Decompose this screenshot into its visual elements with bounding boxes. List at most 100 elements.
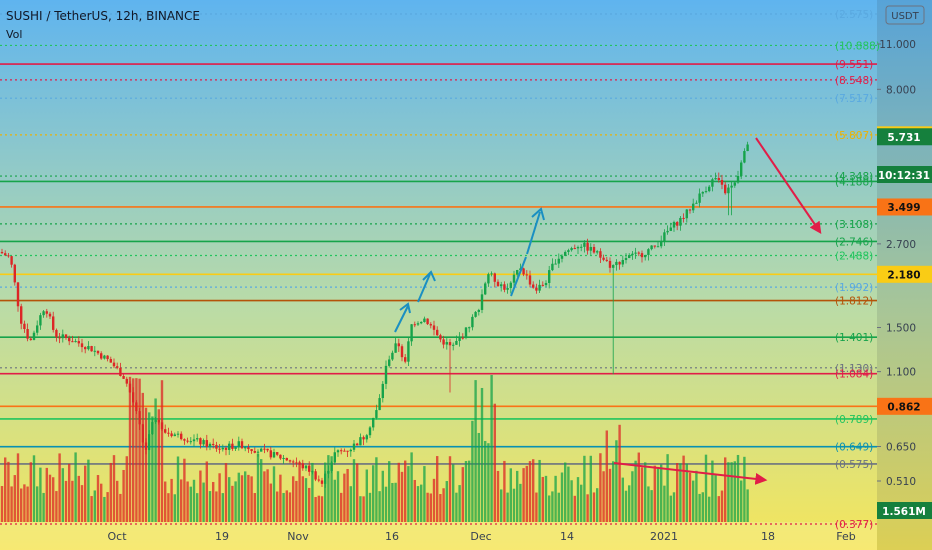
candle-body: [464, 327, 468, 339]
volume-bar: [96, 475, 100, 522]
candle-body: [157, 419, 160, 423]
volume-bar: [628, 485, 631, 522]
candle-body: [480, 294, 484, 310]
candle-body: [330, 462, 333, 471]
volume-bar: [692, 480, 695, 522]
red-down-arrow: [755, 137, 822, 234]
volume-bar: [7, 461, 10, 522]
volume-bar: [538, 459, 541, 522]
candle-body: [743, 151, 746, 163]
red-volume-arrow: [613, 462, 768, 485]
candle-body: [100, 353, 103, 359]
volume-bar: [135, 378, 138, 522]
volume-bar: [679, 463, 682, 522]
currency-badge[interactable]: USDT: [885, 5, 925, 25]
candle-body: [292, 461, 295, 463]
volume-bar: [624, 490, 628, 522]
candle-body: [631, 253, 634, 256]
volume-bar: [541, 476, 544, 522]
volume-bar: [231, 485, 234, 522]
candle-body: [42, 311, 45, 316]
volume-bar: [192, 479, 196, 522]
candle-body: [381, 383, 384, 399]
candle-body: [461, 337, 464, 339]
volume-bar: [471, 420, 474, 522]
candle-body: [189, 441, 192, 443]
candle-body: [592, 246, 596, 253]
volume-bar: [4, 457, 7, 522]
symbol-title: SUSHI / TetherUS, 12h, BINANCE: [6, 9, 200, 23]
candle-body: [567, 250, 570, 252]
time-tick-label: 14: [560, 530, 574, 543]
candle-body: [135, 402, 138, 412]
candle-body: [576, 246, 580, 249]
candle-body: [173, 434, 176, 437]
candle-body: [397, 343, 400, 347]
volume-bar: [26, 486, 29, 522]
candle-body: [580, 246, 583, 248]
volume-bar: [327, 455, 330, 522]
candle-body: [253, 451, 256, 453]
candle-body: [39, 315, 42, 326]
price-badge: [877, 198, 932, 216]
candle-body: [346, 450, 349, 452]
volume-bar: [148, 412, 151, 522]
volume-bar: [500, 489, 503, 522]
candle-body: [48, 313, 52, 317]
candle-body: [327, 470, 330, 474]
volume-bar: [266, 469, 269, 522]
candle-body: [512, 274, 516, 283]
volume-bar: [564, 462, 567, 522]
price-badge: [877, 397, 932, 415]
candle-body: [90, 346, 93, 352]
volume-bar: [688, 472, 692, 522]
volume-bar: [311, 462, 314, 522]
candle-body: [624, 258, 628, 261]
volume-bar: [250, 476, 253, 522]
volume-bar: [154, 398, 157, 522]
candle-body: [388, 359, 391, 366]
volume-badge: 1.561M: [877, 502, 932, 519]
candle-body: [263, 448, 266, 450]
volume-bar: [458, 485, 461, 522]
volume-bar: [557, 492, 560, 522]
price-tick-label: 2.700: [886, 239, 916, 251]
volume-bar: [29, 462, 32, 522]
candle-body: [311, 471, 314, 473]
candle-body: [279, 454, 282, 459]
candle-body: [442, 339, 445, 345]
candle-body: [74, 341, 77, 343]
candle-body: [0, 251, 4, 254]
candle-body: [733, 182, 736, 186]
candle-body: [448, 342, 452, 346]
volume-bar: [567, 466, 570, 522]
candle-body: [20, 306, 23, 324]
volume-bar: [573, 495, 576, 522]
volume-bar: [224, 463, 228, 522]
volume-bar: [128, 376, 132, 522]
volume-bar: [288, 492, 292, 522]
candle-body: [704, 191, 708, 193]
candle-body: [637, 252, 640, 254]
volume-bar: [685, 463, 688, 522]
volume-bar: [93, 490, 96, 522]
volume-bar: [740, 480, 743, 522]
volume-bar: [13, 475, 16, 522]
candle-body: [103, 355, 106, 359]
volume-bar: [506, 492, 509, 522]
volume-bars: [0, 374, 749, 522]
volume-bar: [272, 466, 276, 522]
candle-body: [394, 343, 397, 353]
candle-body: [23, 323, 26, 330]
volume-bar: [480, 387, 484, 522]
volume-bar: [516, 470, 519, 522]
candle-body: [548, 270, 551, 283]
level-label: (1.401): [835, 332, 873, 344]
candle-body: [218, 448, 221, 450]
volume-bar: [736, 454, 740, 522]
volume-bar: [132, 378, 135, 522]
volume-bar: [340, 492, 343, 522]
level-label: (3.108): [835, 219, 873, 231]
price-badge-label: 2.180: [887, 269, 920, 281]
